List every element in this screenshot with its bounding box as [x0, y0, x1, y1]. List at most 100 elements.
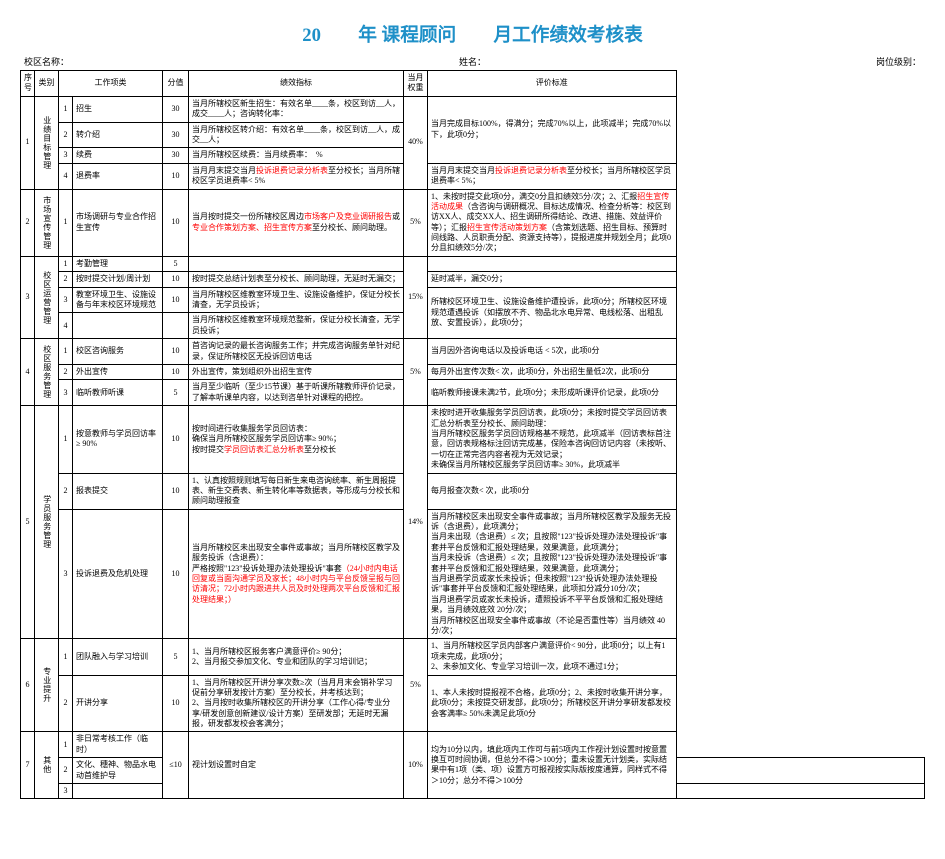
cell-weight: 5% — [404, 189, 428, 256]
cell-standard: 临听教师接课未满2节，此项0分；未形成听课评价记录，此项0分 — [428, 380, 677, 406]
cell-category: 校区服务管理 — [35, 339, 59, 406]
cell-standard: 每月报查次数< 次，此项0分 — [428, 473, 677, 509]
cell-item: 临听教师听课 — [73, 380, 163, 406]
cell-item: 退费率 — [73, 163, 163, 189]
cell-score: 10 — [163, 272, 189, 287]
cell-item: 招生 — [73, 96, 163, 122]
cell-subseq: 3 — [59, 509, 73, 639]
cell-item: 团队融入与学习培训 — [73, 639, 163, 675]
cell-item: 文化、穗神、物品水电动首维护导 — [73, 758, 163, 784]
cell-item: 外出宣传 — [73, 364, 163, 379]
cell-subseq: 2 — [59, 675, 73, 732]
cell-subseq: 1 — [59, 339, 73, 365]
cell-standard: 所辖校区环境卫生、设施设备维护遭投诉，此项0分；所辖校区环境规范遭遇投诉（如摆放… — [428, 287, 677, 339]
table-row: 2开讲分享101、当月所辖校区开讲分享次数≥次（当月月末会销补学习促前分享研发按… — [21, 675, 925, 732]
cell-score: 10 — [163, 473, 189, 509]
hdr-cat: 类别 — [35, 71, 59, 97]
hdr-standard: 评价标准 — [428, 71, 677, 97]
cell-score: 10 — [163, 364, 189, 379]
meta-rank: 岗位级别： — [876, 55, 921, 68]
cell-indicator — [189, 256, 404, 271]
cell-standard: 延时减半，漏交0分； — [428, 272, 677, 287]
cell-standard: 1、本人未按时提报视不合格，此项0分；2、未按时收集开讲分享，此项0分；未按提交… — [428, 675, 677, 732]
cell-score: 5 — [163, 639, 189, 675]
cell-weight: 14% — [404, 406, 428, 639]
table-row: 6专业提升1团队融入与学习培训51、当月所辖校区报务客户满意评价≥ 90分；2、… — [21, 639, 925, 675]
table-row: 4退费率10当月月末提交当月投诉退费记录分析表至分校长；当月所辖校区学员退费率<… — [21, 163, 925, 189]
cell-subseq: 3 — [59, 380, 73, 406]
cell-subseq: 2 — [59, 272, 73, 287]
cell-item: 按时提交计划/周计划 — [73, 272, 163, 287]
cell-score — [676, 758, 925, 784]
hdr-item: 工作项类 — [59, 71, 163, 97]
cell-indicator: 当月所辖校区新生招生：有效名单____条，校区到访__人，成交____人；咨询转… — [189, 96, 404, 122]
cell-seq: 1 — [21, 96, 35, 189]
table-row: 2按时提交计划/周计划10按时提交总结计划表至分校长、顾问助理，无延时无漏交； 延… — [21, 272, 925, 287]
cell-standard: 1、当月所辖校区学员内部客户满意评价< 90分，此项0分；以上有1项未完成，此项… — [428, 639, 677, 675]
cell-indicator: 当月所辖校区转介绍：有效名单____条，校区到访__人，成交__人； — [189, 122, 404, 148]
cell-score: 10 — [163, 287, 189, 313]
cell-indicator: 按时间进行收集服务学员回访表：确保当月所辖校区服务学员回访率≥ 90%；按时提交… — [189, 406, 404, 473]
cell-indicator: 当月月末提交当月投诉退费记录分析表至分校长；当月所辖校区学员退费率< 5% — [189, 163, 404, 189]
cell-subseq: 2 — [59, 364, 73, 379]
assessment-table: 序号 类别 工作项类 分值 绩效指标 当月权重 评价标准 1业绩目标管理1招生3… — [20, 70, 925, 799]
cell-standard: 当月完成目标100%，得满分；完成70%以上，此项减半；完成70%以下，此项0分… — [428, 96, 677, 163]
cell-indicator: 当月至少临听（至少15节课）基于听课所辖教师评价记录，了解本听课单内容，以达到咨… — [189, 380, 404, 406]
page-title: 20 年 课程顾问 月工作绩效考核表 — [20, 20, 925, 47]
cell-indicator: 当月所辖校区维教室环境卫生、设施设备维护，保证分校长清查，无学员投诉； — [189, 287, 404, 313]
cell-indicator: 当月所辖校区维教室环境规范整新，保证分校长清查，无学员投诉； — [189, 313, 404, 339]
cell-standard: 当月所辖校区未出现安全事件或事故；当月所辖校区教学及服务无投诉（含退费），此项满… — [428, 509, 677, 639]
table-row: 4校区服务管理1校区咨询服务10首咨询记录的最长咨询服务工作；并完成咨询服务单针… — [21, 339, 925, 365]
cell-category: 业绩目标管理 — [35, 96, 59, 189]
cell-standard: 均为10分以内，填此项内工作可与前5项内工作视计划设置时按意置换互可时间协调，但… — [428, 732, 677, 799]
cell-item: 教室环境卫生、设施设备与年末校区环境规范 — [73, 287, 163, 313]
cell-weight: 5% — [404, 639, 428, 732]
cell-category: 学员服务管理 — [35, 406, 59, 639]
cell-subseq: 1 — [59, 406, 73, 473]
cell-score: 10 — [163, 406, 189, 473]
cell-indicator: 视计划设置时自定 — [189, 732, 404, 799]
cell-item — [73, 784, 163, 799]
hdr-score: 分值 — [163, 71, 189, 97]
cell-subseq: 2 — [59, 473, 73, 509]
table-row: 7其他1非日常考核工作（临时）≤10视计划设置时自定10%均为10分以内，填此项… — [21, 732, 925, 758]
cell-indicator: 当月按时提交一份所辖校区周边市场客户及竞业调研报告或专业合作策划方案、招生宣传方… — [189, 189, 404, 256]
cell-seq: 6 — [21, 639, 35, 732]
cell-standard: 1、未按时提交此项0分，满交0分且扣绩效5分/次；2、汇报招生宣传活动成果（含咨… — [428, 189, 677, 256]
table-row: 2报表提交101、认真按照规则填写每日新生来电咨询统率、新生周报提表、新生交费表… — [21, 473, 925, 509]
cell-seq: 7 — [21, 732, 35, 799]
cell-category: 市场宣传管理 — [35, 189, 59, 256]
table-row: 2市场宣传管理1市场调研与专业合作招生宣传10当月按时提交一份所辖校区周边市场客… — [21, 189, 925, 256]
table-header-row: 序号 类别 工作项类 分值 绩效指标 当月权重 评价标准 — [21, 71, 925, 97]
cell-score: ≤10 — [163, 732, 189, 799]
cell-indicator: 1、当月所辖校区开讲分享次数≥次（当月月末会销补学习促前分享研发按计方案）至分校… — [189, 675, 404, 732]
table-row: 3临听教师听课5当月至少临听（至少15节课）基于听课所辖教师评价记录，了解本听课… — [21, 380, 925, 406]
cell-seq: 4 — [21, 339, 35, 406]
cell-indicator: 当月所辖校区续费：当月续费率： % — [189, 148, 404, 163]
cell-score: 10 — [163, 509, 189, 639]
cell-category: 专业提升 — [35, 639, 59, 732]
cell-score: 30 — [163, 148, 189, 163]
cell-item: 续费 — [73, 148, 163, 163]
cell-category: 其他 — [35, 732, 59, 799]
table-row: 5学员服务管理1按意教师与学员回访率≥ 90%10按时间进行收集服务学员回访表：… — [21, 406, 925, 473]
cell-subseq: 1 — [59, 189, 73, 256]
cell-item: 投诉退费及危机处理 — [73, 509, 163, 639]
cell-weight: 15% — [404, 256, 428, 338]
cell-subseq: 2 — [59, 122, 73, 148]
cell-score: 10 — [163, 189, 189, 256]
cell-score — [163, 313, 189, 339]
cell-score: 5 — [163, 256, 189, 271]
cell-indicator: 1、认真按照规则填写每日新生来电咨询统率、新生周报提表、新生交费表、新生转化率等… — [189, 473, 404, 509]
table-row: 1业绩目标管理1招生30当月所辖校区新生招生：有效名单____条，校区到访__人… — [21, 96, 925, 122]
cell-subseq: 1 — [59, 639, 73, 675]
cell-score: 10 — [163, 163, 189, 189]
cell-subseq: 1 — [59, 256, 73, 271]
cell-item: 按意教师与学员回访率≥ 90% — [73, 406, 163, 473]
meta-campus: 校区名称： — [24, 55, 69, 68]
table-row: 3校区运营管理1考勤管理515% — [21, 256, 925, 271]
cell-indicator: 首咨询记录的最长咨询服务工作；并完成咨询服务单针对纪录，保证所辖校区无投诉回访电… — [189, 339, 404, 365]
cell-standard: 当月月末提交当月投诉退费记录分析表至分校长；当月所辖校区学员退费率< 5%； — [428, 163, 677, 189]
cell-indicator: 按时提交总结计划表至分校长、顾问助理，无延时无漏交； — [189, 272, 404, 287]
hdr-weight: 当月权重 — [404, 71, 428, 97]
